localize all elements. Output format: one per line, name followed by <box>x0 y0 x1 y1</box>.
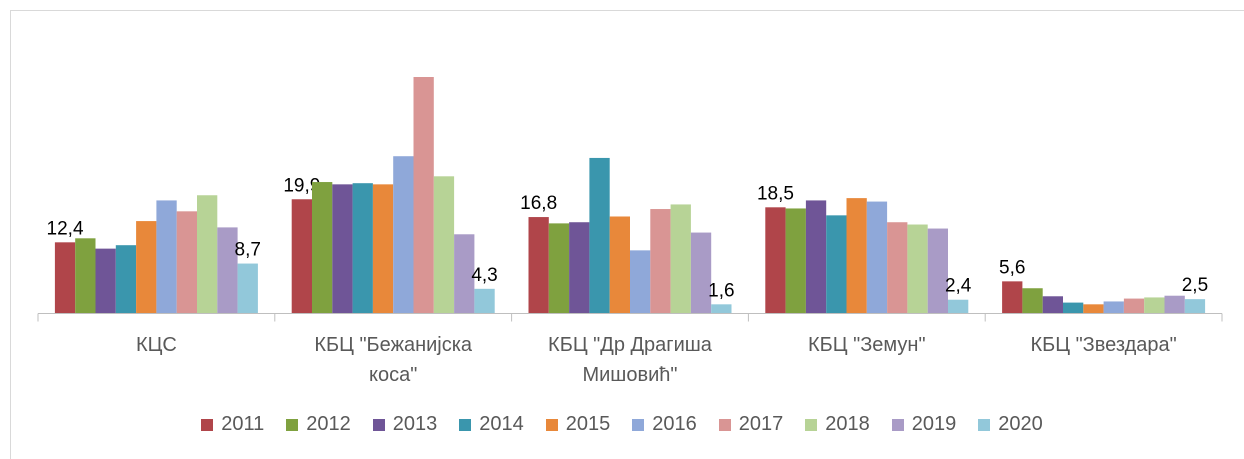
bar <box>866 201 888 314</box>
legend-item: 2011 <box>201 413 264 436</box>
bar <box>690 232 712 314</box>
legend-swatch <box>372 418 385 431</box>
bar <box>75 238 96 314</box>
legend-item: 2018 <box>805 413 870 436</box>
bar <box>1184 299 1206 314</box>
bar <box>1002 281 1023 314</box>
legend-label: 2014 <box>479 413 524 435</box>
data-label: 5,6 <box>999 257 1025 278</box>
legend-item: 2014 <box>459 413 524 436</box>
legend-label: 2016 <box>652 413 697 435</box>
bar <box>95 248 116 314</box>
bar <box>670 204 691 314</box>
legend-label: 2013 <box>392 413 438 435</box>
bar <box>372 184 394 314</box>
bar <box>1022 288 1043 314</box>
data-label: 1,6 <box>708 280 734 301</box>
legend-swatch <box>978 418 991 431</box>
bar <box>197 195 218 314</box>
data-label: 19,9 <box>283 175 320 196</box>
bar <box>312 182 333 314</box>
bar <box>352 183 373 314</box>
bar <box>454 234 475 314</box>
bar <box>413 77 434 314</box>
bar <box>1164 295 1185 314</box>
legend-swatch <box>805 418 818 431</box>
bar <box>609 216 630 314</box>
bar <box>826 215 847 314</box>
data-label: 16,8 <box>520 193 557 214</box>
bar <box>711 304 732 314</box>
bar <box>650 209 671 314</box>
bar <box>948 299 969 314</box>
bar <box>589 157 610 314</box>
legend-swatch <box>718 418 731 431</box>
data-label: 18,5 <box>757 183 794 204</box>
bar <box>136 221 157 314</box>
legend-item: 2016 <box>632 413 697 436</box>
legend-swatch <box>632 418 645 431</box>
legend-item: 2013 <box>372 413 438 436</box>
bar <box>1144 297 1165 314</box>
legend-label: 2015 <box>565 413 611 435</box>
data-label: 4,3 <box>471 265 497 286</box>
legend-swatch <box>545 418 558 431</box>
bar <box>433 176 455 314</box>
legend-item: 2020 <box>978 413 1043 436</box>
legend-item: 2017 <box>718 413 784 436</box>
bar <box>332 184 353 314</box>
legend-label: 2020 <box>998 413 1043 435</box>
bar <box>887 222 908 314</box>
legend-swatch <box>891 418 904 431</box>
bar <box>630 250 651 314</box>
bar <box>927 228 948 314</box>
x-tick-label: КБЦ "Звездара" <box>1030 334 1177 356</box>
bar <box>785 208 806 314</box>
legend: 2011 2012 2013 2014 2015 2016 2017 2018 2019 2020 <box>0 413 1244 436</box>
bar <box>1103 301 1124 314</box>
data-label: 2,5 <box>1182 275 1208 296</box>
data-label: 12,4 <box>47 218 84 239</box>
bar <box>528 217 549 314</box>
legend-swatch <box>201 418 214 431</box>
legend-swatch <box>286 418 299 431</box>
data-label: 8,7 <box>235 240 261 261</box>
bar <box>1042 296 1063 314</box>
legend-item: 2019 <box>891 413 957 436</box>
bar <box>805 200 827 314</box>
bar <box>1083 304 1104 314</box>
bar <box>1063 302 1084 314</box>
bar <box>217 227 238 314</box>
bar <box>907 224 928 314</box>
x-tick-label: КБЦ "Др Драгиша Мишовић" <box>548 334 712 386</box>
bar <box>569 222 590 314</box>
legend-item: 2015 <box>545 413 611 436</box>
bar <box>291 199 312 314</box>
bar <box>1123 298 1145 314</box>
legend-label: 2017 <box>738 413 784 435</box>
legend-label: 2012 <box>306 413 351 435</box>
data-label: 2,4 <box>945 276 972 297</box>
x-tick-label: КЦС <box>135 334 177 356</box>
bar <box>237 263 258 314</box>
bar <box>54 242 76 314</box>
legend-label: 2019 <box>911 413 957 435</box>
x-tick-label: КБЦ "Земун" <box>808 334 926 356</box>
bar <box>176 211 197 314</box>
legend-swatch <box>459 418 472 431</box>
bar <box>846 198 867 314</box>
bar <box>548 223 570 314</box>
legend-label: 2018 <box>825 413 870 435</box>
bar <box>156 200 177 314</box>
bar <box>474 288 495 314</box>
bar <box>115 245 137 314</box>
x-tick-label: КБЦ "Бежанијска коса" <box>314 334 473 386</box>
bar <box>393 156 414 314</box>
legend-label: 2011 <box>221 413 265 435</box>
legend-item: 2012 <box>286 413 351 436</box>
bar <box>765 207 786 314</box>
